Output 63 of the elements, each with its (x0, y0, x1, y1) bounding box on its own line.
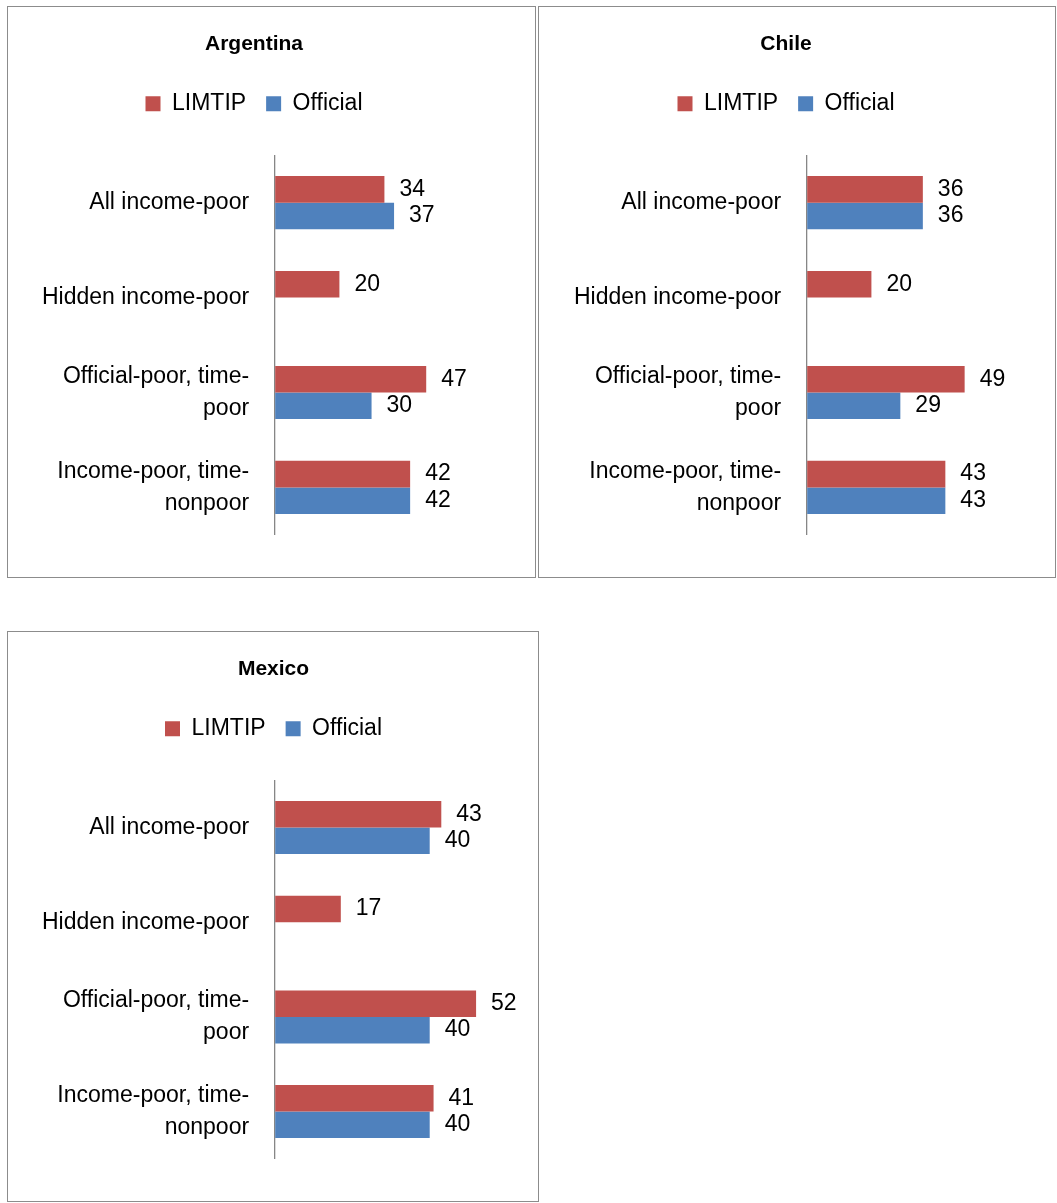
legend-label: LIMTIP (172, 89, 247, 116)
data-label: 20 (354, 269, 380, 296)
data-label: 52 (491, 988, 517, 1015)
y-tick-label: Income-poor, time-nonpoor (589, 456, 782, 515)
bar (275, 895, 341, 923)
data-label: 37 (409, 201, 435, 228)
data-label: 36 (937, 174, 964, 201)
bar (275, 1085, 434, 1112)
chart-title: Argentina (204, 31, 304, 55)
bar (807, 271, 872, 298)
y-tick-label: All income-poor (89, 812, 250, 839)
data-label: 41 (448, 1083, 475, 1110)
y-tick-label: Hidden income-poor (41, 907, 250, 934)
data-label: 43 (960, 459, 986, 486)
y-tick-label: Income-poor, time-nonpoor (57, 1080, 250, 1140)
chart-title: Chile (760, 31, 812, 55)
y-tick-label: All income-poor (621, 188, 782, 215)
bar (275, 487, 411, 515)
bar (275, 990, 477, 1017)
data-label: 29 (915, 391, 941, 418)
data-label: 40 (444, 1015, 471, 1042)
bar (807, 460, 946, 488)
bar (275, 801, 442, 828)
y-tick-label: Official-poor, time-poor (62, 361, 250, 420)
legend-label: Official (824, 89, 895, 116)
bar (275, 827, 430, 855)
bar (807, 487, 946, 515)
y-tick-label: Official-poor, time-poor (594, 361, 782, 420)
bar (807, 365, 965, 393)
data-label: 49 (979, 364, 1006, 391)
data-label: 47 (441, 364, 467, 391)
legend-label: LIMTIP (704, 89, 779, 116)
data-label: 17 (355, 894, 382, 921)
data-label: 40 (444, 826, 471, 853)
data-label: 30 (386, 391, 413, 418)
data-label: 42 (425, 459, 451, 486)
data-label: 42 (425, 486, 451, 513)
legend-label: LIMTIP (191, 714, 266, 741)
data-label: 34 (399, 174, 426, 201)
bar (275, 460, 411, 488)
bar (275, 202, 395, 230)
bar (275, 392, 372, 420)
data-label: 36 (937, 201, 964, 228)
bar (807, 176, 923, 203)
bar (275, 176, 385, 203)
chart-title: Mexico (237, 656, 310, 680)
bar (275, 365, 427, 393)
y-tick-label: Income-poor, time-nonpoor (57, 456, 250, 515)
data-label: 43 (456, 799, 482, 826)
bar (807, 202, 923, 230)
bar (807, 392, 901, 420)
y-tick-label: Official-poor, time-poor (62, 986, 250, 1045)
legend-label: Official (312, 714, 383, 741)
bar (275, 1111, 430, 1139)
y-tick-label: All income-poor (89, 188, 250, 215)
data-label: 20 (886, 269, 912, 296)
y-tick-label: Hidden income-poor (41, 282, 250, 309)
data-label: 43 (960, 486, 986, 513)
data-label: 40 (444, 1110, 471, 1137)
bar (275, 271, 340, 298)
legend-label: Official (292, 89, 363, 116)
y-tick-label: Hidden income-poor (573, 282, 782, 309)
bar (275, 1016, 430, 1044)
